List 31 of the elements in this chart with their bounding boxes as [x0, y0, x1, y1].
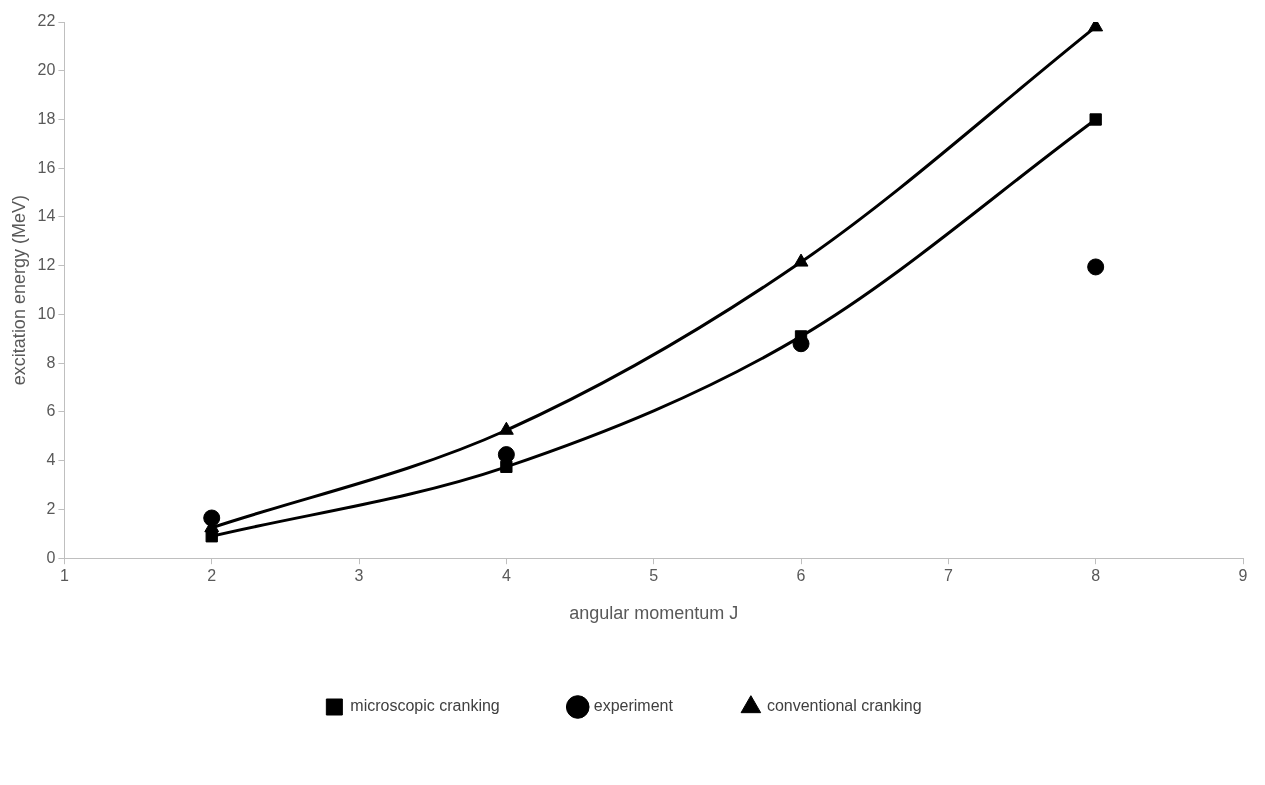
x-tick-label: 7 [943, 567, 953, 585]
y-tick-label: 2 [46, 499, 56, 517]
y-tick-label: 14 [37, 207, 56, 225]
x-tick-label: 6 [796, 567, 806, 585]
x-axis-title: angular momentum J [569, 603, 739, 624]
x-tick-label: 9 [1238, 567, 1248, 585]
legend-label: experiment [593, 697, 674, 715]
legend-label: microscopic cranking [350, 697, 500, 715]
x-tick-label: 4 [501, 567, 511, 585]
y-tick-label: 10 [37, 304, 56, 322]
point [1087, 258, 1105, 276]
y-tick-label: 22 [37, 12, 56, 30]
point [1089, 113, 1102, 126]
y-tick-label: 20 [37, 61, 56, 79]
point [205, 530, 218, 543]
x-tick-label: 3 [354, 567, 364, 585]
y-tick-label: 18 [37, 109, 56, 127]
y-axis-title: excitation energy (MeV) [8, 195, 29, 386]
point [497, 446, 515, 464]
x-tick-label: 2 [207, 567, 217, 585]
point [792, 335, 810, 353]
y-tick-label: 8 [46, 353, 56, 371]
y-tick-label: 6 [46, 402, 56, 420]
y-tick-label: 0 [46, 548, 56, 566]
y-tick-label: 12 [37, 256, 56, 274]
x-tick-label: 8 [1091, 567, 1101, 585]
y-tick-label: 4 [46, 451, 56, 469]
x-tick-label: 5 [649, 567, 659, 585]
legend-label: conventional cranking [766, 697, 922, 715]
x-tick-label: 1 [59, 567, 69, 585]
y-tick-label: 16 [37, 158, 56, 176]
